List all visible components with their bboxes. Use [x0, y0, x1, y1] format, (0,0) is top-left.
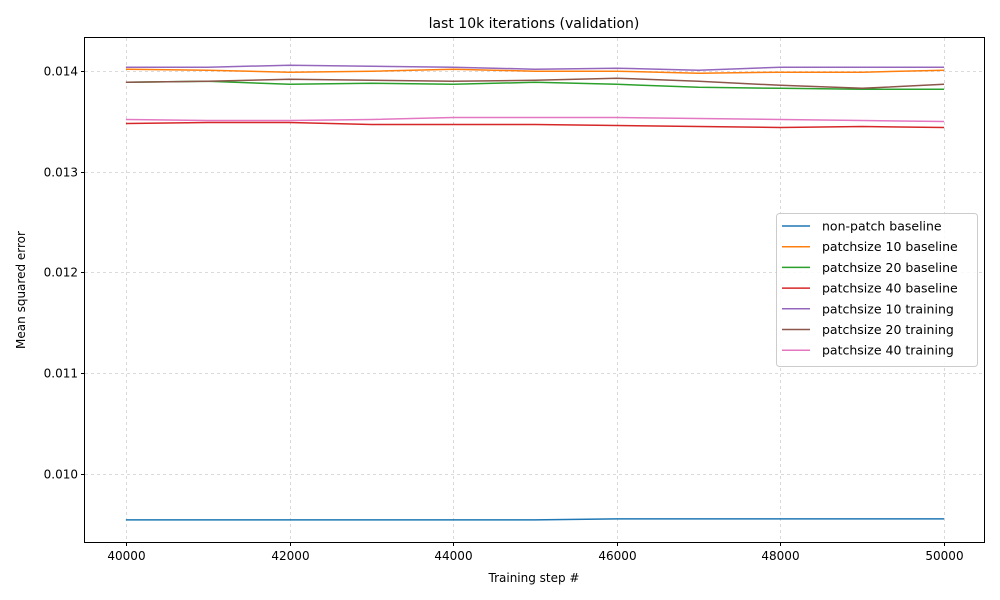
legend-label: patchsize 10 baseline	[822, 239, 958, 254]
legend-item: patchsize 20 training	[782, 322, 954, 337]
chart-title: last 10k iterations (validation)	[429, 16, 640, 32]
x-tick-label: 44000	[434, 549, 472, 563]
legend-item: patchsize 10 baseline	[782, 239, 958, 254]
legend-item: patchsize 20 baseline	[782, 260, 958, 275]
series-line-7	[125, 116, 945, 123]
legend-label: patchsize 10 training	[822, 301, 954, 316]
legend-label: patchsize 40 training	[822, 343, 954, 358]
legend-label: non-patch baseline	[822, 219, 942, 234]
legend-box	[776, 213, 978, 367]
x-tick-label: 40000	[107, 549, 145, 563]
y-axis-label: Mean squared error	[14, 231, 28, 349]
series-line-4	[125, 121, 945, 129]
legend-items: non-patch baseline patchsize 10 baseline p…	[782, 219, 958, 358]
plot-frame	[84, 37, 985, 543]
legend-item: non-patch baseline	[782, 219, 942, 234]
y-tick-label: 0.014	[44, 65, 78, 79]
x-tick-label: 50000	[925, 549, 963, 563]
x-tick-label: 46000	[598, 549, 636, 563]
y-tick-label: 0.011	[44, 367, 78, 381]
legend-item: patchsize 40 baseline	[782, 281, 958, 296]
legend-label: patchsize 40 baseline	[822, 281, 958, 296]
series-line-3	[125, 80, 945, 91]
x-tick-label: 48000	[761, 549, 799, 563]
legend: non-patch baseline patchsize 10 baseline p…	[776, 213, 978, 367]
x-axis: 40000 42000 44000 46000 48000 50000	[107, 542, 964, 563]
legend-item: patchsize 40 training	[782, 343, 954, 358]
y-tick-label: 0.012	[44, 266, 78, 280]
legend-item: patchsize 10 training	[782, 301, 954, 316]
series-line-2	[125, 68, 945, 74]
series-lines	[125, 64, 945, 521]
x-axis-label: Training step #	[488, 571, 580, 585]
series-line-6	[125, 77, 945, 90]
y-tick-label: 0.013	[44, 166, 78, 180]
y-tick-label: 0.010	[44, 468, 78, 482]
series-line-1	[125, 518, 945, 521]
legend-label: patchsize 20 baseline	[822, 260, 958, 275]
legend-label: patchsize 20 training	[822, 322, 954, 337]
y-axis: 0.010 0.011 0.012 0.013 0.014	[44, 65, 85, 482]
series-line-5	[125, 64, 945, 71]
x-tick-label: 42000	[271, 549, 309, 563]
